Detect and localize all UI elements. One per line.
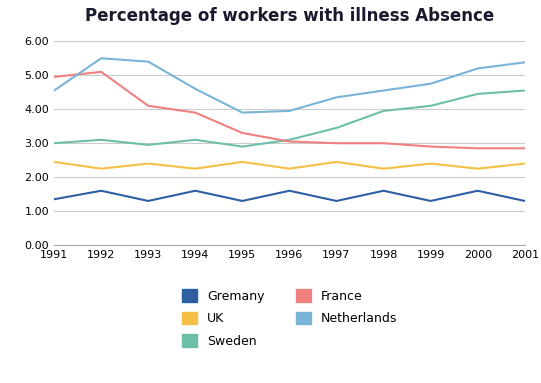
- Line: Gremany: Gremany: [54, 191, 525, 201]
- Netherlands: [380, 88, 387, 93]
- Netherlands: [474, 66, 481, 71]
- Sweden: [98, 137, 104, 142]
- France: [51, 75, 57, 79]
- Gremany: [239, 199, 246, 203]
- UK: [474, 166, 481, 171]
- Netherlands: [286, 109, 293, 113]
- France: [98, 70, 104, 74]
- France: [145, 103, 151, 108]
- Line: UK: UK: [54, 162, 525, 169]
- Gremany: [286, 188, 293, 193]
- France: [380, 141, 387, 146]
- Gremany: [145, 199, 151, 203]
- Netherlands: [522, 60, 528, 65]
- UK: [239, 160, 246, 164]
- Netherlands: [333, 95, 340, 100]
- UK: [380, 166, 387, 171]
- Sweden: [427, 103, 434, 108]
- Legend: Gremany, UK, Sweden, France, Netherlands: Gremany, UK, Sweden, France, Netherlands: [182, 289, 397, 348]
- France: [192, 110, 199, 115]
- Sweden: [286, 137, 293, 142]
- Netherlands: [51, 88, 57, 93]
- UK: [192, 166, 199, 171]
- France: [333, 141, 340, 146]
- Sweden: [333, 126, 340, 130]
- UK: [51, 160, 57, 164]
- Gremany: [192, 188, 199, 193]
- France: [239, 131, 246, 135]
- Sweden: [145, 142, 151, 147]
- Gremany: [474, 188, 481, 193]
- Netherlands: [239, 110, 246, 115]
- Sweden: [474, 92, 481, 96]
- Title: Percentage of workers with illness Absence: Percentage of workers with illness Absen…: [85, 7, 494, 25]
- Sweden: [51, 141, 57, 146]
- UK: [286, 166, 293, 171]
- Netherlands: [427, 82, 434, 86]
- Line: Netherlands: Netherlands: [54, 58, 525, 113]
- Netherlands: [98, 56, 104, 61]
- Gremany: [98, 188, 104, 193]
- Sweden: [522, 88, 528, 93]
- UK: [333, 160, 340, 164]
- France: [474, 146, 481, 151]
- Gremany: [427, 199, 434, 203]
- France: [286, 139, 293, 144]
- Gremany: [522, 199, 528, 203]
- UK: [98, 166, 104, 171]
- Netherlands: [145, 59, 151, 64]
- UK: [522, 161, 528, 166]
- UK: [145, 161, 151, 166]
- Line: Sweden: Sweden: [54, 90, 525, 147]
- Gremany: [333, 199, 340, 203]
- France: [427, 144, 434, 149]
- Line: France: France: [54, 72, 525, 148]
- France: [522, 146, 528, 151]
- UK: [427, 161, 434, 166]
- Sweden: [192, 137, 199, 142]
- Sweden: [239, 144, 246, 149]
- Gremany: [51, 197, 57, 201]
- Gremany: [380, 188, 387, 193]
- Netherlands: [192, 87, 199, 91]
- Sweden: [380, 109, 387, 113]
